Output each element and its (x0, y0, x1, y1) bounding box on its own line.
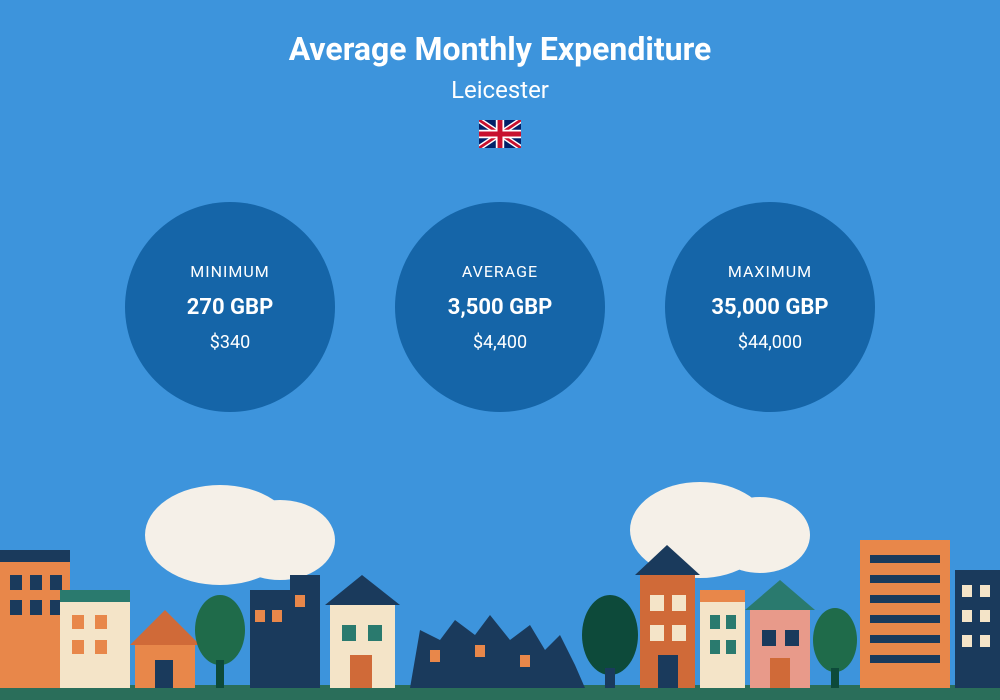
stat-value: 35,000 GBP (711, 295, 828, 320)
page-title: Average Monthly Expenditure (0, 30, 1000, 68)
cityscape-illustration (0, 480, 1000, 700)
stat-label: MINIMUM (190, 262, 269, 281)
stat-circle-minimum: MINIMUM 270 GBP $340 (125, 202, 335, 412)
stat-alt: $4,400 (473, 332, 527, 353)
page-subtitle: Leicester (0, 76, 1000, 104)
stat-alt: $44,000 (738, 332, 802, 353)
uk-flag-icon (479, 120, 521, 148)
stats-row: MINIMUM 270 GBP $340 AVERAGE 3,500 GBP $… (0, 202, 1000, 412)
stat-label: MAXIMUM (728, 262, 812, 281)
stat-value: 270 GBP (187, 295, 274, 320)
header: Average Monthly Expenditure Leicester (0, 0, 1000, 152)
stat-value: 3,500 GBP (448, 295, 553, 320)
stat-circle-maximum: MAXIMUM 35,000 GBP $44,000 (665, 202, 875, 412)
stat-circle-average: AVERAGE 3,500 GBP $4,400 (395, 202, 605, 412)
stat-alt: $340 (210, 332, 250, 353)
stat-label: AVERAGE (462, 262, 538, 281)
